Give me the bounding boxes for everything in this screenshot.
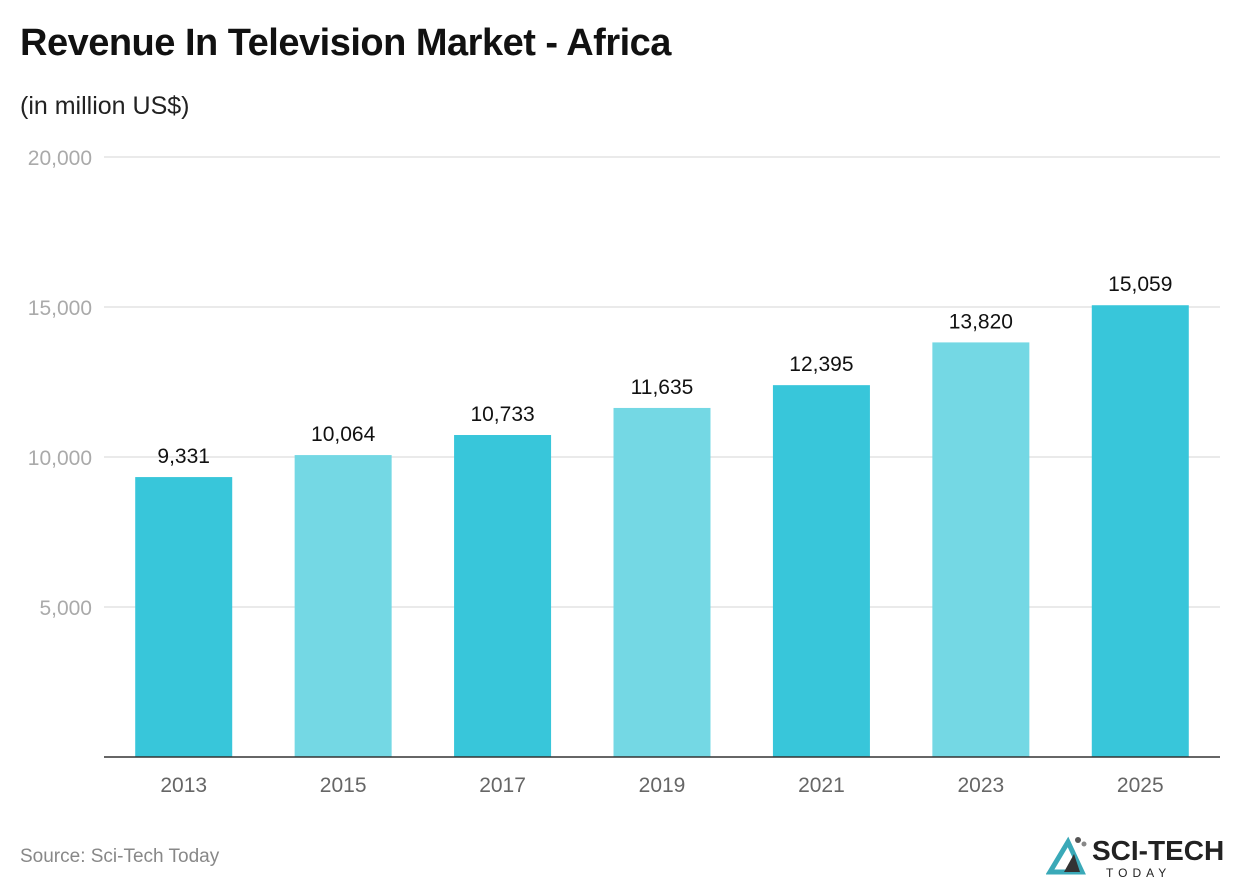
- sci-tech-today-logo: SCI-TECH TODAY: [1046, 835, 1224, 880]
- data-label: 11,635: [631, 376, 694, 399]
- data-label: 12,395: [789, 353, 853, 376]
- data-label: 10,064: [311, 423, 376, 446]
- data-label: 9,331: [157, 445, 210, 468]
- x-tick-label: 2023: [957, 774, 1004, 797]
- x-tick-label: 2021: [798, 774, 845, 797]
- x-tick-label: 2015: [320, 774, 367, 797]
- x-tick-label: 2013: [160, 774, 207, 797]
- bar-2015: [294, 455, 392, 757]
- y-tick-label: 20,000: [28, 147, 92, 170]
- bar-2017: [454, 435, 552, 757]
- y-tick-label: 10,000: [28, 447, 92, 470]
- bar-2019: [613, 407, 711, 757]
- bar-2021: [772, 385, 870, 757]
- chart-title: Revenue In Television Market - Africa: [20, 22, 671, 64]
- x-tick-label: 2017: [479, 774, 526, 797]
- bar-2013: [135, 477, 233, 757]
- x-tick-label: 2025: [1117, 774, 1164, 797]
- svg-text:TODAY: TODAY: [1106, 866, 1171, 880]
- data-label: 13,820: [949, 310, 1013, 333]
- bar-2023: [932, 342, 1030, 757]
- logo-mark-icon: [1046, 836, 1087, 875]
- data-label: 10,733: [470, 403, 534, 426]
- svg-text:SCI-TECH: SCI-TECH: [1092, 835, 1224, 866]
- y-tick-label: 15,000: [28, 297, 92, 320]
- x-tick-label: 2019: [639, 774, 686, 797]
- bar-chart: 5,000 10,000 15,000 20,000 9,331 2013 10,064 20…: [28, 147, 1220, 797]
- bar-2025: [1091, 305, 1189, 757]
- data-label: 15,059: [1108, 273, 1172, 296]
- y-tick-label: 5,000: [39, 597, 92, 620]
- source-text: Source: Sci-Tech Today: [20, 846, 220, 867]
- chart-subtitle: (in million US$): [20, 92, 190, 120]
